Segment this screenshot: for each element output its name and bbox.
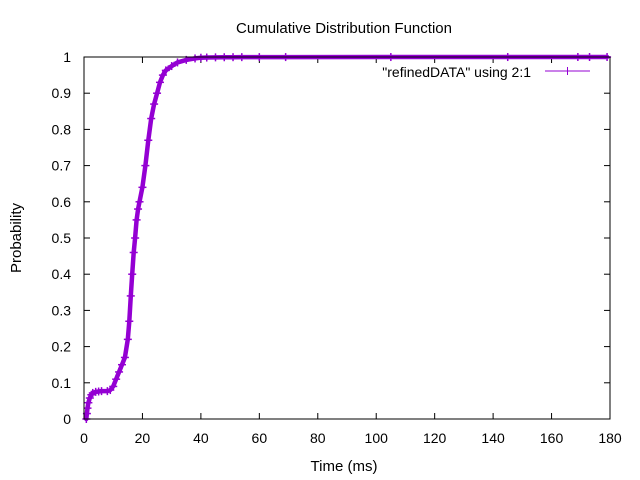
data-point — [129, 248, 138, 257]
series-layer — [82, 53, 612, 423]
y-tick-label: 0.6 — [52, 194, 72, 210]
data-point — [131, 234, 140, 242]
data-point — [153, 89, 162, 98]
x-tick-label: 160 — [540, 430, 564, 446]
data-point — [173, 58, 182, 67]
plot-frame — [83, 56, 611, 420]
x-tick-label: 140 — [481, 430, 505, 446]
data-point — [87, 390, 96, 399]
data-point — [135, 197, 144, 206]
x-tick-label: 180 — [598, 430, 622, 446]
y-tick-label: 0.3 — [52, 302, 72, 318]
y-tick-label: 0.5 — [52, 230, 72, 246]
y-tick-label: 1 — [63, 49, 71, 65]
cdf-series-line — [84, 54, 610, 422]
data-point — [144, 136, 153, 145]
y-tick-label: 0.2 — [52, 339, 72, 355]
x-tick-label: 20 — [135, 430, 151, 446]
data-point — [138, 183, 147, 192]
x-tick-label: 120 — [423, 430, 447, 446]
data-point — [202, 53, 211, 62]
data-point — [141, 161, 150, 170]
legend-label: "refinedDATA" using 2:1 — [382, 64, 531, 80]
data-point — [167, 62, 176, 71]
data-point — [155, 78, 164, 87]
data-point — [125, 317, 134, 326]
data-point — [84, 398, 93, 407]
y-tick-label: 0 — [63, 411, 71, 427]
legend: "refinedDATA" using 2:1 — [382, 64, 590, 80]
data-point — [161, 66, 170, 75]
data-point — [115, 367, 124, 376]
data-point — [123, 335, 132, 344]
y-tick-label: 0.8 — [52, 121, 72, 137]
y-tick-label: 0.9 — [52, 85, 72, 101]
chart-title: Cumulative Distribution Function — [236, 20, 452, 37]
axis-ticks: 0 20 40 60 80 100 120 140 160 180 0 0.1 0.2 0.3 0.4 0.5… — [52, 49, 622, 446]
y-axis-title: Probability — [8, 202, 25, 273]
x-tick-label: 60 — [252, 430, 268, 446]
data-point — [120, 353, 129, 362]
y-tick-label: 0.1 — [52, 375, 72, 391]
x-tick-label: 40 — [193, 430, 209, 446]
data-point — [150, 100, 159, 109]
data-point — [158, 71, 167, 80]
data-point — [126, 291, 135, 300]
data-point — [134, 205, 143, 214]
data-point — [147, 114, 156, 123]
x-tick-label: 100 — [365, 430, 389, 446]
data-point — [83, 404, 92, 413]
data-point — [112, 375, 121, 384]
x-tick-label: 0 — [80, 430, 88, 446]
y-tick-label: 0.4 — [52, 266, 72, 282]
x-axis-title: Time (ms) — [311, 458, 378, 475]
data-point — [132, 215, 141, 224]
y-tick-label: 0.7 — [52, 158, 72, 174]
data-point — [109, 382, 118, 391]
data-point — [128, 270, 137, 279]
data-point — [117, 360, 126, 369]
x-tick-label: 80 — [310, 430, 326, 446]
